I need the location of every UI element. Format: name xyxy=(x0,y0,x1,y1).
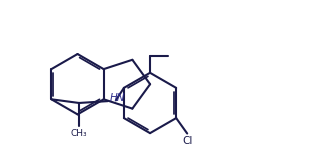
Text: HN: HN xyxy=(110,93,125,103)
Text: CH₃: CH₃ xyxy=(71,129,87,138)
Text: Cl: Cl xyxy=(182,136,192,146)
